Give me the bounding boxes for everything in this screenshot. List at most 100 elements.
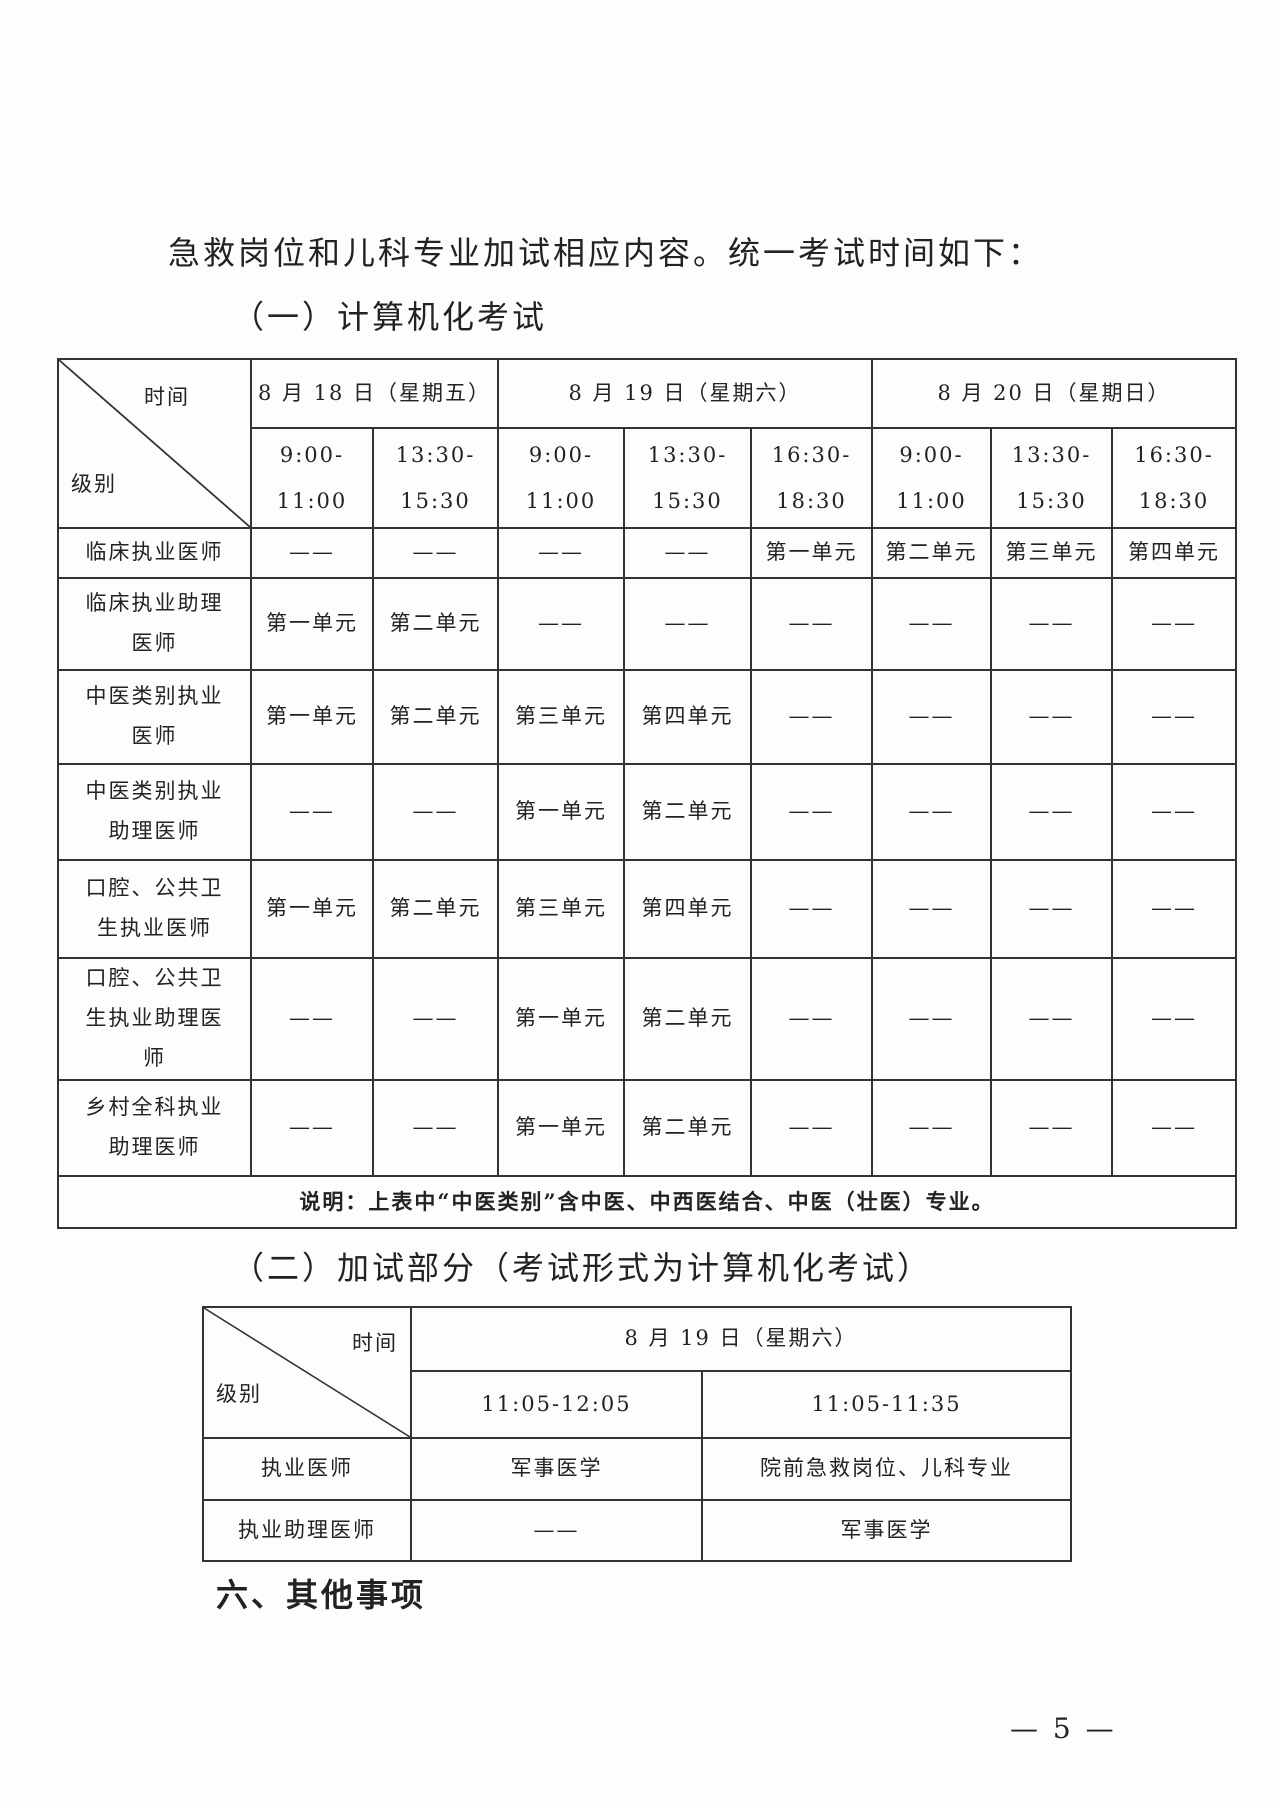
cell: —— <box>410 1499 703 1562</box>
time-slot: 13:30- 15:30 <box>990 427 1114 529</box>
cell: 第二单元 <box>371 859 500 959</box>
time-slot: 11:05-12:05 <box>410 1370 703 1439</box>
cell: 第四单元 <box>1111 527 1238 579</box>
table-row: 口腔、公共卫生执业医师 第一单元 第二单元 第三单元 第四单元 —— —— —— —— <box>57 859 1238 959</box>
time-text: 16:30- <box>1134 442 1214 467</box>
cell: 第四单元 <box>623 859 753 959</box>
cell: —— <box>371 763 500 861</box>
cell: 院前急救岗位、儿科专业 <box>700 1437 1073 1501</box>
cell: 第三单元 <box>990 527 1114 579</box>
cell: 第二单元 <box>623 1078 753 1177</box>
cell: —— <box>750 763 874 861</box>
cell: —— <box>990 577 1114 671</box>
cell: 军事医学 <box>410 1437 703 1501</box>
additional-exam-table: 时间 级别 8 月 19 日（星期六） 11:05-12:05 11:05-11… <box>202 1306 1073 1562</box>
date-header: 8 月 20 日（星期日） <box>871 358 1238 429</box>
section-heading-2: （二）加试部分（考试形式为计算机化考试） <box>232 1249 933 1287</box>
row-label: 中医类别执业助理医师 <box>57 763 252 861</box>
row-label: 中医类别执业医师 <box>57 669 252 765</box>
row-label: 执业医师 <box>202 1437 412 1501</box>
time-text: 13:30- <box>395 442 476 467</box>
cell: 第三单元 <box>497 669 626 765</box>
time-text: 9:00- <box>279 442 345 467</box>
table-row: 口腔、公共卫生执业助理医师 —— —— 第一单元 第二单元 —— —— —— —— <box>57 957 1238 1081</box>
cell: —— <box>1111 763 1238 861</box>
date-header: 8 月 19 日（星期六） <box>497 358 874 429</box>
table-note: 说明：上表中“中医类别”含中医、中西医结合、中医（壮医）专业。 <box>56 1174 1238 1229</box>
intro-paragraph: 急救岗位和儿科专业加试相应内容。统一考试时间如下： <box>168 234 1044 272</box>
date-header: 8 月 19 日（星期六） <box>409 1306 1073 1372</box>
cell: —— <box>750 859 874 959</box>
cell: —— <box>497 577 626 671</box>
header-time: 时间 <box>144 385 190 409</box>
row-label: 口腔、公共卫生执业医师 <box>57 859 252 959</box>
cell: —— <box>371 527 500 579</box>
page-number: — 5 — <box>1010 1712 1117 1745</box>
time-slot: 9:00- 11:00 <box>497 427 626 529</box>
cell: 第二单元 <box>623 957 753 1081</box>
cell: —— <box>990 957 1114 1081</box>
cell: —— <box>1111 957 1238 1081</box>
cell: 第一单元 <box>250 577 374 671</box>
row-label: 乡村全科执业助理医师 <box>57 1078 252 1177</box>
table-row: 中医类别执业医师 第一单元 第二单元 第三单元 第四单元 —— —— —— —— <box>57 669 1238 765</box>
cell: —— <box>250 763 374 861</box>
time-slot: 9:00- 11:00 <box>250 427 374 529</box>
time-text: 11:00 <box>276 489 348 513</box>
cell: —— <box>871 669 993 765</box>
cell: —— <box>871 957 993 1081</box>
time-slot: 16:30- 18:30 <box>750 427 874 529</box>
cell: 第二单元 <box>871 527 993 579</box>
cell: —— <box>990 859 1114 959</box>
cell: —— <box>750 1078 874 1177</box>
time-slot: 13:30- 15:30 <box>623 427 753 529</box>
cell: —— <box>750 669 874 765</box>
cell: —— <box>250 957 374 1081</box>
cell: —— <box>497 527 626 579</box>
header-level: 级别 <box>71 472 117 497</box>
time-slot: 13:30- 15:30 <box>371 427 500 529</box>
time-text: 13:30- <box>1011 442 1092 467</box>
cell: —— <box>990 669 1114 765</box>
cell: 第一单元 <box>497 1078 626 1177</box>
cell: —— <box>1111 669 1238 765</box>
cell: —— <box>1111 1078 1238 1177</box>
cell: —— <box>1111 859 1238 959</box>
cell: —— <box>623 527 753 579</box>
cell: —— <box>871 1078 993 1177</box>
cell: 军事医学 <box>700 1499 1073 1562</box>
cell: —— <box>250 1078 374 1177</box>
time-text: 15:30 <box>400 489 471 513</box>
header-time: 时间 <box>352 1331 398 1355</box>
cell: 第三单元 <box>497 859 626 959</box>
row-label: 口腔、公共卫生执业助理医师 <box>57 957 252 1081</box>
row-label: 临床执业助理医师 <box>57 577 252 671</box>
cell: —— <box>750 957 874 1081</box>
cell: —— <box>871 763 993 861</box>
time-text: 18:30 <box>776 489 847 513</box>
table-row: 临床执业助理医师 第一单元 第二单元 —— —— —— —— —— —— <box>57 577 1238 671</box>
cell: 第二单元 <box>623 763 753 861</box>
row-label: 执业助理医师 <box>202 1499 412 1562</box>
section-heading-1: （一）计算机化考试 <box>232 298 548 336</box>
time-slot: 16:30- 18:30 <box>1111 427 1238 529</box>
date-header: 8 月 18 日（星期五） <box>249 358 500 429</box>
table-row: 中医类别执业助理医师 —— —— 第一单元 第二单元 —— —— —— —— <box>57 763 1238 861</box>
corner-header: 时间 级别 <box>202 1306 412 1439</box>
row-label: 临床执业医师 <box>57 527 252 579</box>
header-level: 级别 <box>216 1382 262 1407</box>
time-text: 9:00- <box>899 442 964 467</box>
cell: 第一单元 <box>497 957 626 1081</box>
cell: —— <box>371 957 500 1081</box>
section-heading-6: 六、其他事项 <box>216 1576 427 1614</box>
cell: —— <box>990 763 1114 861</box>
time-text: 11:00 <box>896 489 967 513</box>
computer-exam-schedule-table: 时间 级别 8 月 18 日（星期五） 8 月 19 日（星期六） 8 月 20… <box>56 358 1238 1229</box>
time-slot: 11:05-11:35 <box>700 1370 1073 1439</box>
time-text: 15:30 <box>1016 489 1087 513</box>
cell: —— <box>871 577 993 671</box>
cell: 第一单元 <box>497 763 626 861</box>
time-text: 13:30- <box>647 442 728 467</box>
cell: —— <box>1111 577 1238 671</box>
